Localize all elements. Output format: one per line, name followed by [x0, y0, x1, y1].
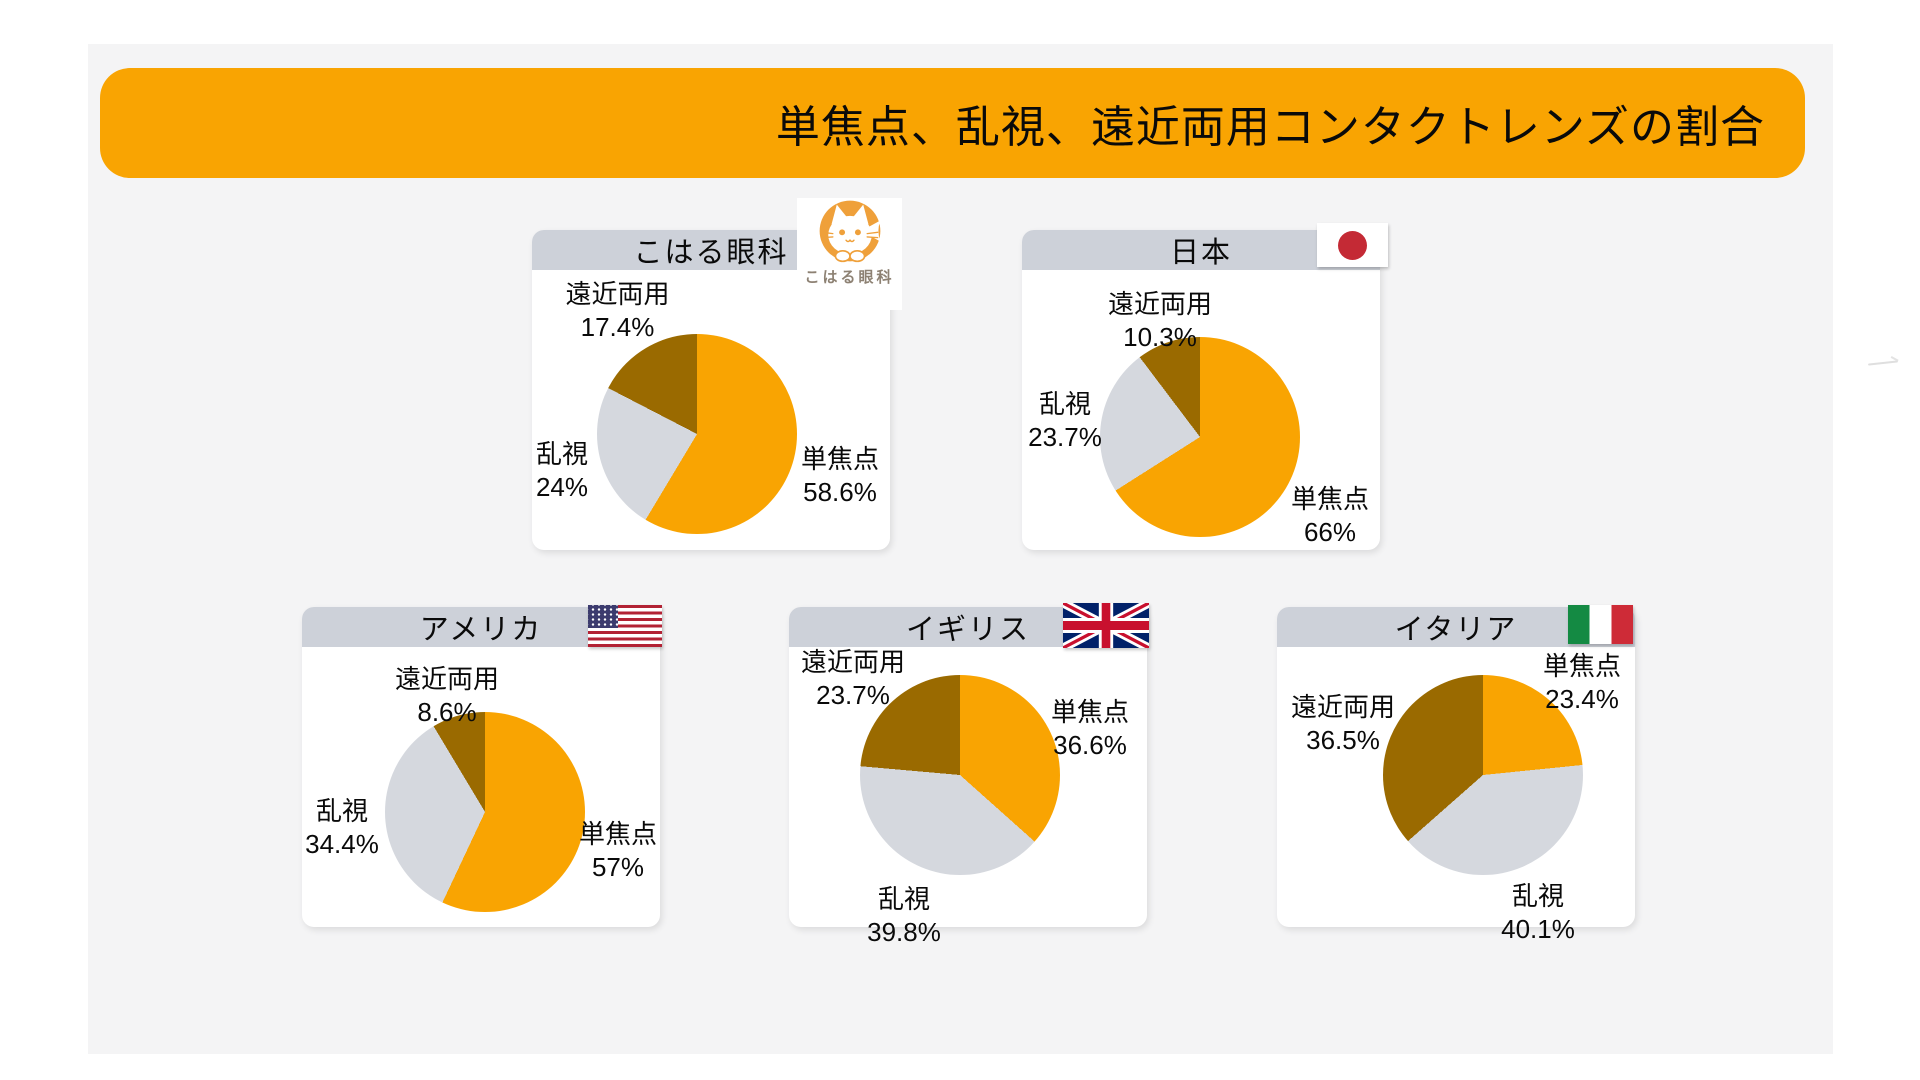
slice-name: 単焦点 — [1290, 484, 1369, 514]
card-title: イギリス — [905, 614, 1030, 646]
label-tansho: 単焦点 58.6% — [795, 443, 885, 510]
slice-value: 17.4% — [580, 312, 655, 343]
slice-value: 39.8% — [867, 917, 941, 948]
card-title: アメリカ — [419, 614, 543, 646]
slice-value: 57% — [591, 852, 645, 883]
label-ranshi: 乱視 23.7% — [1015, 388, 1115, 455]
card-title: 日本 — [1169, 237, 1232, 269]
card-title: イタリア — [1394, 614, 1518, 646]
slice-value: 23.7% — [1028, 422, 1102, 453]
slice-name: 遠近両用 — [565, 279, 670, 309]
card-uk: イギリス 遠近両用 23.7% 単焦点 36.6% 乱視 39.8% — [789, 603, 1149, 947]
card-koharu-clinic: こはる眼科 こはる眼科 遠近両用 17.4% 乱視 24% 単焦点 — [532, 198, 902, 550]
slice-name: 単焦点 — [1050, 697, 1129, 727]
slice-name: 乱視 — [315, 796, 368, 826]
slice-value: 23.7% — [816, 680, 890, 711]
slice-name: 遠近両用 — [1290, 692, 1395, 722]
label-tansho: 単焦点 66% — [1285, 483, 1375, 550]
slice-name: 乱視 — [1038, 389, 1091, 419]
pie-chart-italy — [1383, 675, 1583, 875]
label-tansho: 単焦点 23.4% — [1537, 650, 1627, 717]
card-title: こはる眼科 — [633, 237, 789, 269]
slice-value: 36.6% — [1053, 730, 1127, 761]
label-ranshi: 乱視 34.4% — [292, 795, 392, 862]
slice-value: 8.6% — [417, 697, 477, 728]
slice-value: 36.5% — [1306, 725, 1380, 756]
slice-name: 単焦点 — [1542, 651, 1621, 681]
page-title: 単焦点、乱視、遠近両用コンタクトレンズの割合 — [775, 103, 1765, 152]
slice-name: 遠近両用 — [1107, 289, 1212, 319]
card-japan: 日本 遠近両用 10.3% 乱視 23.7% 単焦点 66% — [1022, 223, 1388, 550]
slice-value: 10.3% — [1123, 322, 1197, 353]
label-enkin: 遠近両用 10.3% — [1100, 288, 1220, 355]
label-ranshi: 乱視 39.8% — [859, 883, 949, 950]
japan-flag-icon — [1317, 223, 1388, 267]
slice-name: 乱視 — [877, 884, 930, 914]
pie-chart-japan — [1100, 337, 1300, 537]
card-italy: イタリア 単焦点 23.4% 遠近両用 36.5% 乱視 40.1% — [1277, 605, 1635, 944]
slice-name: 遠近両用 — [394, 664, 499, 694]
slice-value: 23.4% — [1545, 684, 1619, 715]
uk-flag-icon — [1063, 603, 1149, 648]
slice-name: 単焦点 — [578, 819, 657, 849]
pie-chart-koharu — [597, 334, 797, 534]
pie-chart-uk — [860, 675, 1060, 875]
slice-name: 乱視 — [535, 439, 588, 469]
label-enkin: 遠近両用 17.4% — [550, 278, 685, 345]
cursor-artifact — [1867, 360, 1899, 366]
label-enkin: 遠近両用 8.6% — [392, 663, 502, 730]
pie-chart-usa — [385, 712, 585, 912]
label-tansho: 単焦点 57% — [573, 818, 663, 885]
slice-name: 乱視 — [1511, 881, 1564, 911]
label-enkin: 遠近両用 36.5% — [1283, 691, 1403, 758]
koharu-clinic-logo: こはる眼科 — [797, 198, 902, 310]
italy-flag-icon — [1568, 605, 1633, 644]
card-usa: アメリカ 遠近両用 8.6% 乱視 34.4% 単焦点 57% — [302, 605, 663, 927]
slice-name: 単焦点 — [800, 444, 879, 474]
slice-value: 24% — [535, 472, 589, 503]
slice-value: 40.1% — [1501, 914, 1575, 945]
slice-value: 66% — [1303, 517, 1357, 548]
label-ranshi: 乱視 40.1% — [1493, 880, 1583, 947]
label-ranshi: 乱視 24% — [522, 438, 602, 505]
usa-flag-icon — [588, 605, 662, 647]
slice-value: 34.4% — [305, 829, 379, 860]
logo-caption: こはる眼科 — [804, 269, 895, 286]
label-enkin: 遠近両用 23.7% — [793, 646, 913, 713]
main-title-bar: 単焦点、乱視、遠近両用コンタクトレンズの割合 — [100, 68, 1805, 178]
cat-logo-icon — [819, 200, 880, 263]
label-tansho: 単焦点 36.6% — [1045, 696, 1135, 763]
slice-name: 遠近両用 — [800, 647, 905, 677]
slice-value: 58.6% — [803, 477, 877, 508]
